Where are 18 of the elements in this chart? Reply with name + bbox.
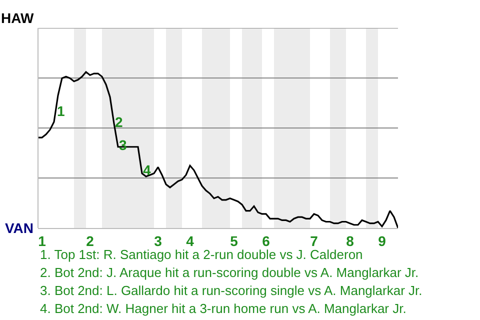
text: 4. Bot 2nd: W. Hagner hit a 3-run home run vs A. Manglarkar Jr. <box>40 301 406 316</box>
annotation: 2 <box>115 114 123 130</box>
text: HAW <box>1 10 34 26</box>
x-tick-label: 2 <box>86 232 94 249</box>
text: VAN <box>5 220 34 236</box>
x-tick-label: 8 <box>346 232 354 249</box>
text: 2. Bot 2nd: J. Araque hit a run-scoring double vs A. Manglarkar Jr. <box>40 265 419 280</box>
x-tick-label: 7 <box>310 232 318 249</box>
x-tick-label: 6 <box>262 232 270 249</box>
x-tick-label: 9 <box>378 232 386 249</box>
x-tick-label: 3 <box>154 232 162 249</box>
annotation: 4 <box>143 162 151 178</box>
text: 3. Bot 2nd: L. Gallardo hit a run-scoring single vs A. Manglarkar Jr. <box>40 283 422 298</box>
x-tick-label: 5 <box>230 232 238 249</box>
x-tick-label: 4 <box>186 232 194 249</box>
annotation: 1 <box>57 103 65 119</box>
text: 1. Top 1st: R. Santiago hit a 2-run double vs J. Calderon <box>40 247 363 262</box>
x-tick-label: 1 <box>38 232 46 249</box>
